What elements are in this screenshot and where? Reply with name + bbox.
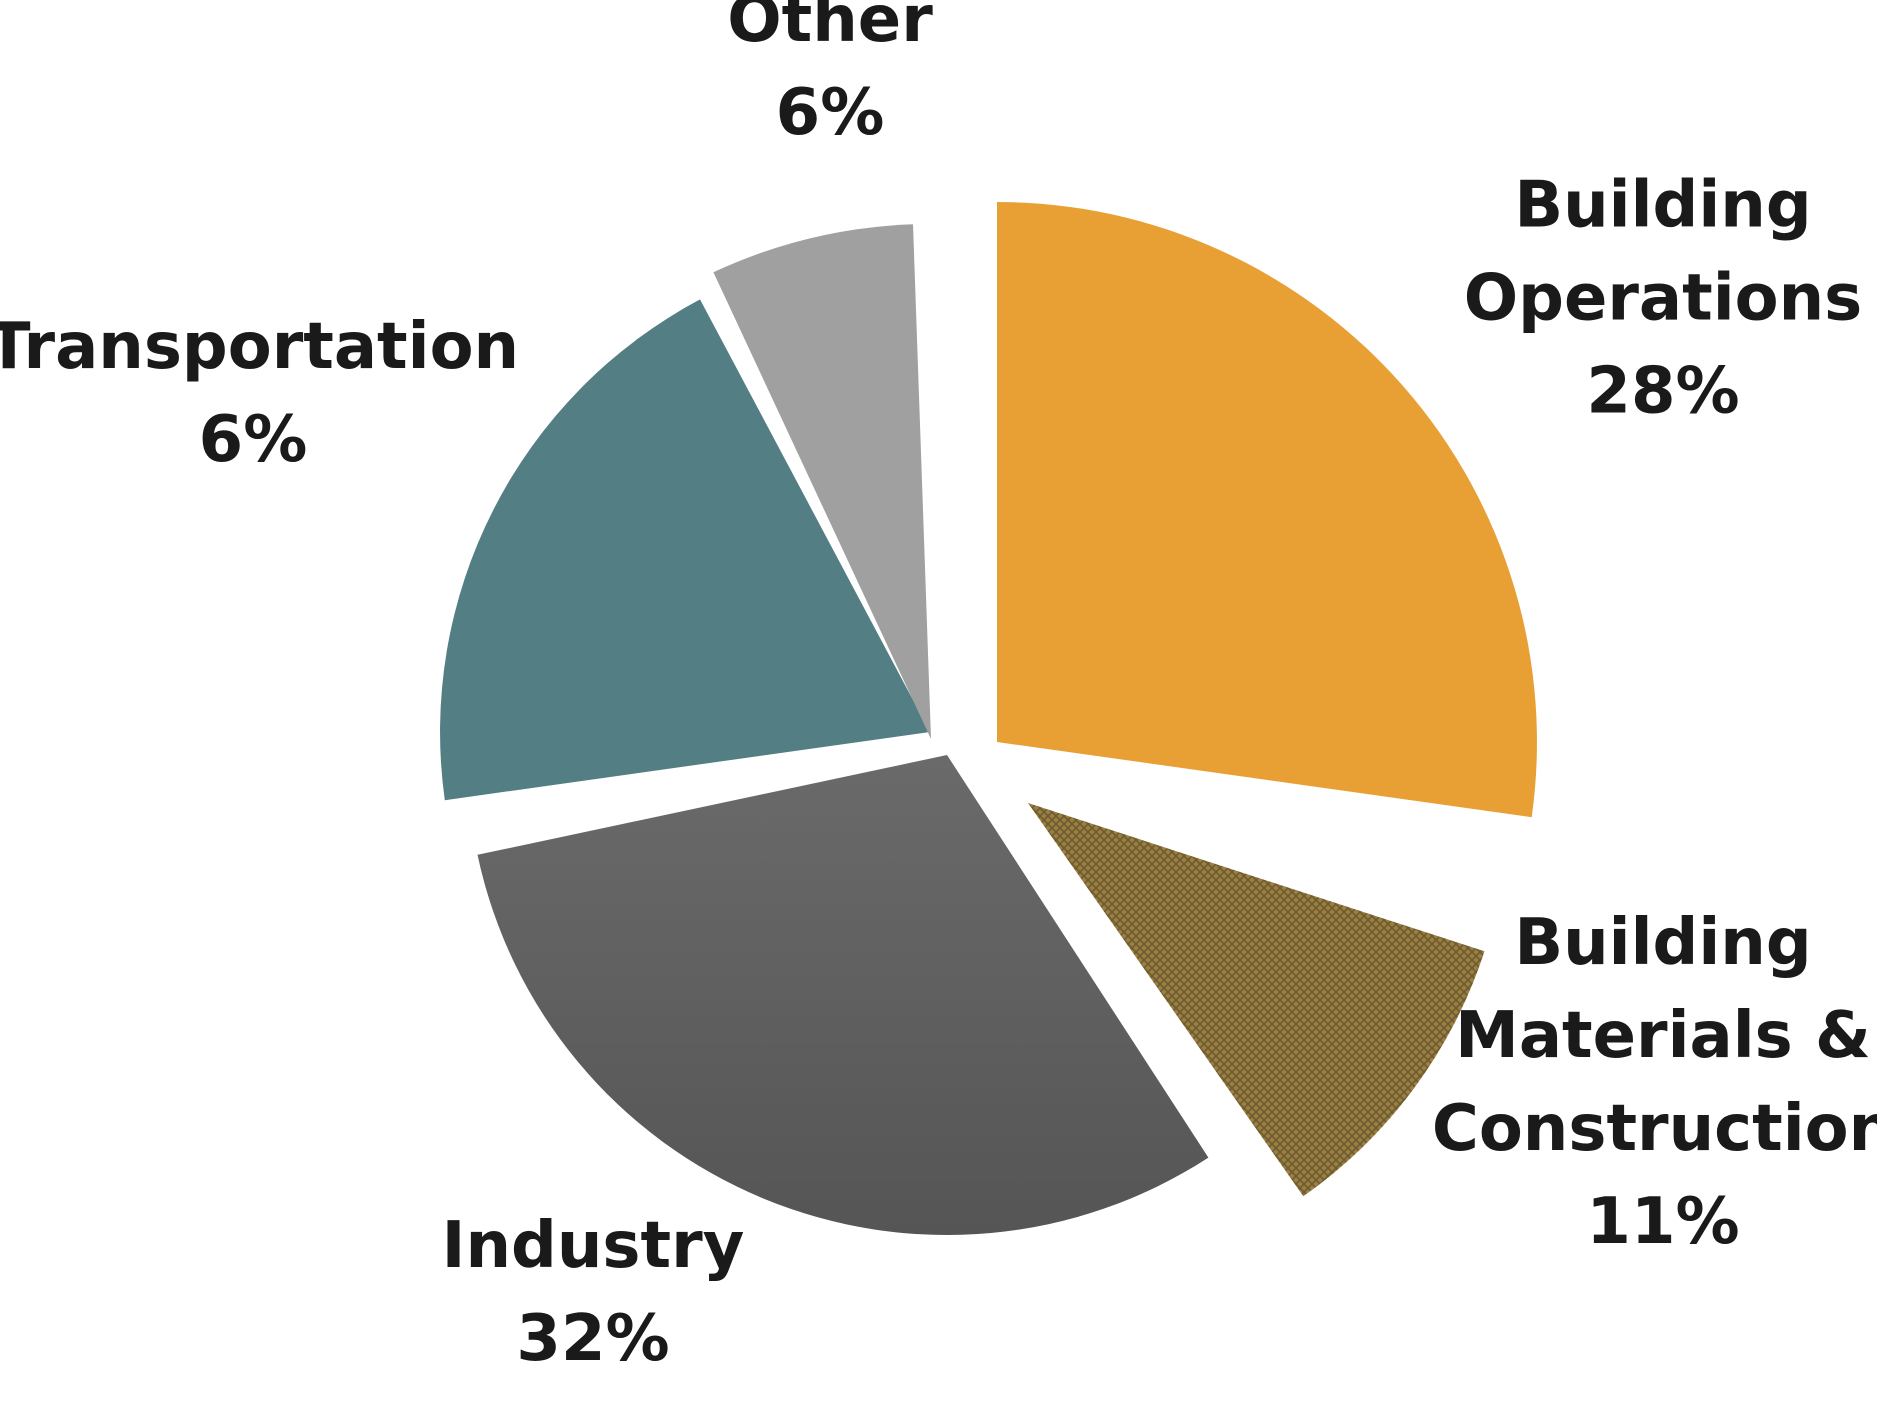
slice-category-label: Operations [1464,262,1863,336]
pie-slice-building-0 [997,202,1537,818]
pie-slice-transportation-3 [440,299,930,801]
slice-category-label: Building [1514,906,1811,980]
slice-value-label: 11% [1586,1185,1739,1259]
pie-slice-industry-2 [477,755,1209,1236]
slice-value-label: 6% [199,403,308,477]
pie-slice-building-1 [1028,803,1485,1197]
slice-value-label: 32% [516,1302,669,1376]
pie-slice-other-4 [713,224,931,740]
slice-category-label: Other [727,0,933,57]
slice-category-label: Construction [1432,1092,1877,1166]
pie-slices [440,202,1537,1236]
slice-category-label: Industry [442,1209,745,1283]
slice-category-label: Building [1514,169,1811,243]
slice-category-label: Materials & [1455,999,1871,1073]
slice-value-label: 28% [1586,355,1739,429]
slice-value-label: 6% [776,76,885,150]
slice-category-label: Transportation [0,310,519,384]
